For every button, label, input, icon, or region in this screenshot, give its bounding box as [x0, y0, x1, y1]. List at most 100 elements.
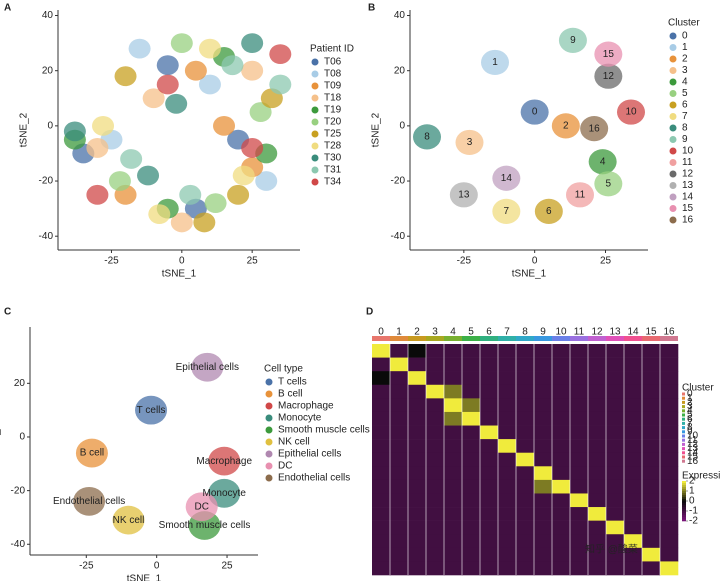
point	[156, 74, 179, 95]
heat-cell	[462, 439, 481, 454]
cluster-label: NK cell	[113, 515, 145, 526]
heat-cell	[642, 466, 661, 481]
legend-label: 14	[682, 192, 694, 203]
point	[481, 49, 509, 76]
heat-cell	[480, 357, 499, 372]
heat-cell	[624, 452, 643, 467]
heat-cell	[552, 371, 571, 386]
heat-cell	[426, 425, 445, 440]
cluster-label: Endothelial cells	[53, 496, 125, 507]
legend-swatch	[311, 130, 319, 138]
heat-cell	[372, 561, 391, 576]
heat-cell	[498, 344, 517, 358]
heat-cell	[426, 520, 445, 535]
cluster-label: 13	[458, 189, 470, 200]
legend-label: T28	[324, 141, 342, 152]
y-tick-label: -20	[11, 485, 26, 496]
heat-cell	[534, 452, 553, 467]
x-axis-label: tSNE_1	[127, 574, 162, 581]
heat-cell	[498, 534, 517, 549]
cluster-label: 0	[378, 327, 384, 338]
cluster-label: 10	[555, 327, 567, 338]
heat-cell	[624, 411, 643, 426]
heat-cell	[624, 493, 643, 508]
x-tick-label: 25	[247, 256, 259, 267]
point	[227, 184, 250, 205]
point	[185, 492, 218, 522]
heat-cell	[426, 384, 445, 399]
heat-cell	[642, 439, 661, 454]
heat-cell	[660, 411, 679, 426]
heat-cell	[606, 425, 625, 440]
legend-swatch	[311, 106, 319, 114]
x-tick-label: -25	[457, 256, 472, 267]
legend-swatch	[265, 378, 273, 386]
heat-cell	[642, 411, 661, 426]
legend-swatch	[682, 417, 685, 421]
legend-swatch	[669, 193, 677, 201]
cluster-bar	[444, 336, 462, 341]
heat-cell	[534, 439, 553, 454]
heat-cell	[570, 561, 589, 576]
x-tick-label: 0	[532, 256, 538, 267]
point	[241, 60, 264, 81]
heat-cell	[498, 357, 517, 372]
point	[193, 212, 216, 233]
cluster-bar	[462, 336, 480, 341]
legend-swatch	[682, 413, 685, 417]
scale-step	[682, 505, 686, 508]
y-tick-label: 20	[14, 378, 26, 389]
cluster-label: Epithelial cells	[176, 362, 239, 373]
legend-swatch	[669, 113, 677, 120]
heat-cell	[426, 452, 445, 467]
cluster-label: 11	[575, 189, 586, 200]
heat-cell	[462, 344, 481, 358]
legend-swatch	[682, 426, 685, 430]
legend-swatch	[669, 136, 677, 143]
heat-cell	[462, 452, 481, 467]
legend-label: 2	[682, 54, 688, 65]
cluster-label: 8	[522, 327, 528, 338]
heat-cell	[372, 439, 391, 454]
cluster-label: 6	[486, 327, 492, 338]
heat-cell	[624, 425, 643, 440]
heat-cell	[408, 384, 427, 399]
legend-swatch	[682, 459, 685, 463]
heat-cell	[480, 384, 499, 399]
y-axis-label: tSNE_2	[19, 112, 30, 147]
heat-cell	[408, 439, 427, 454]
scale-step	[682, 493, 686, 496]
heat-cell	[570, 466, 589, 481]
legend-label: 4	[682, 77, 688, 88]
scale-step	[682, 481, 686, 484]
x-tick-label: 0	[179, 256, 185, 267]
scale-step	[682, 483, 686, 486]
heat-cell	[462, 357, 481, 372]
legend-swatch	[311, 118, 319, 126]
cluster-bar	[606, 336, 624, 341]
legend-label: 10	[682, 146, 694, 157]
heat-cell	[372, 520, 391, 535]
heat-cell	[444, 384, 463, 399]
y-tick-label: 40	[42, 10, 54, 21]
heat-cell	[660, 507, 679, 521]
cluster-label: 1	[492, 57, 498, 68]
cluster-bar	[534, 336, 552, 341]
heat-cell	[444, 344, 463, 358]
heat-cell	[534, 493, 553, 508]
point	[232, 165, 255, 186]
heat-cell	[390, 466, 409, 481]
heat-cell	[426, 466, 445, 481]
cluster-label: 4	[600, 156, 606, 167]
heat-cell	[516, 425, 535, 440]
legend-swatch	[669, 32, 677, 40]
heat-cell	[552, 439, 571, 454]
heat-cell	[660, 493, 679, 508]
point	[269, 44, 292, 65]
heat-cell	[642, 561, 661, 576]
heat-cell	[588, 493, 607, 508]
cluster-label: 14	[627, 327, 639, 338]
legend-swatch	[682, 442, 685, 446]
cluster-label: 6	[546, 206, 552, 217]
legend-label: Macrophage	[278, 401, 334, 412]
